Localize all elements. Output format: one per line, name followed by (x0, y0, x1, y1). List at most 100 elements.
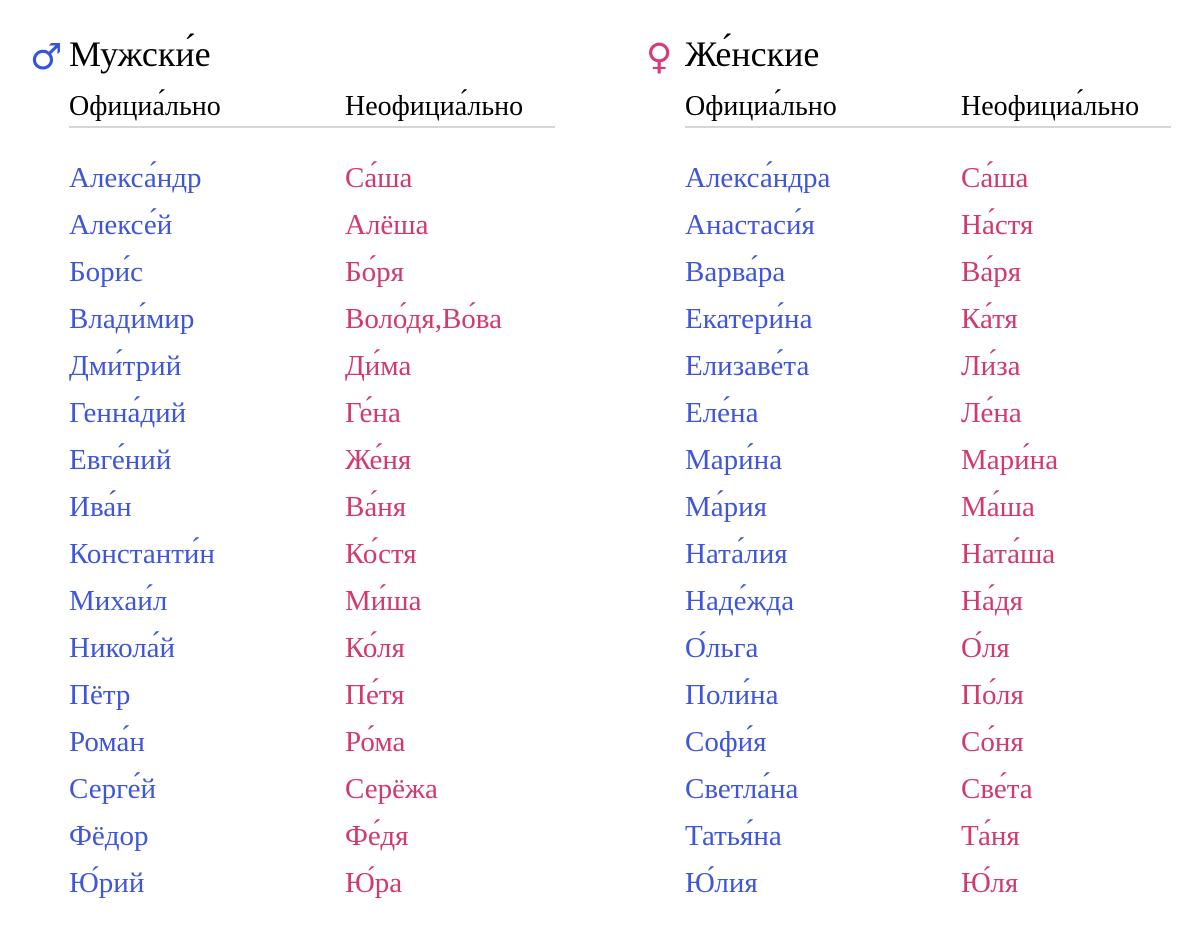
informal-name: Воло́дя,Во́ва (345, 303, 502, 335)
official-name: О́льга (685, 632, 759, 664)
female-heading: ♀ Же́нские (646, 22, 1190, 76)
name-row: Татья́на Та́ня (685, 813, 1190, 860)
name-row: Анастаси́я На́стя (685, 202, 1190, 249)
official-name: Рома́н (69, 726, 145, 758)
column-header-informal: Неофициа́льно (961, 91, 1140, 122)
name-row: Екатери́на Ка́тя (685, 296, 1190, 343)
official-name: Софи́я (685, 726, 767, 758)
official-name: Елизаве́та (685, 350, 810, 382)
informal-name: О́ля (961, 632, 1010, 664)
informal-name: Ро́ма (345, 726, 406, 758)
informal-name: Ю́ля (961, 867, 1019, 899)
official-name: Никола́й (69, 632, 176, 664)
informal-name: Са́ша (345, 162, 413, 194)
informal-name: Серёжа (345, 773, 438, 805)
informal-name: Мари́на (961, 444, 1059, 476)
official-name: Влади́мир (69, 303, 195, 335)
female-symbol-icon: ♀ (646, 37, 673, 78)
name-row: Елизаве́та Ли́за (685, 343, 1190, 390)
name-row: Ната́лия Ната́ша (685, 531, 1190, 578)
official-name: Константи́н (69, 538, 215, 570)
official-name: Михаи́л (69, 585, 168, 617)
informal-name: Ди́ма (345, 350, 412, 382)
informal-name: На́дя (961, 585, 1023, 617)
informal-name: Ю́ра (345, 867, 403, 899)
official-name: Варва́ра (685, 256, 786, 288)
official-name: Дми́трий (69, 350, 182, 382)
informal-name: Ка́тя (961, 303, 1018, 335)
informal-name: Са́ша (961, 162, 1029, 194)
informal-name: Ва́ня (345, 491, 407, 523)
official-name: Татья́на (685, 820, 782, 852)
official-name: Пётр (69, 679, 131, 711)
name-row: Ю́рий Ю́ра (69, 860, 590, 907)
official-name: Алексе́й (69, 209, 173, 241)
male-column-headers: Официа́льно Неофициа́льно (69, 90, 555, 128)
official-name: Бори́с (69, 256, 144, 288)
informal-name: Ко́ля (345, 632, 405, 664)
official-name: Еле́на (685, 397, 759, 429)
female-names-list: Алекса́ндра Са́ша Анастаси́я На́стя Варва́ра… (685, 155, 1190, 907)
official-name: Серге́й (69, 773, 156, 805)
name-row: Евге́ний Же́ня (69, 437, 590, 484)
male-names-list: Алекса́ндр Са́ша Алексе́й Алёша Бори́с Бо́ря В… (69, 155, 590, 907)
official-name: Ю́лия (685, 867, 758, 899)
male-title: Мужски́е (69, 34, 211, 74)
informal-name: Же́ня (345, 444, 412, 476)
informal-name: Ната́ша (961, 538, 1056, 570)
name-row: Светла́на Све́та (685, 766, 1190, 813)
name-row: О́льга О́ля (685, 625, 1190, 672)
male-symbol-icon: ♂ (30, 37, 63, 78)
name-row: Варва́ра Ва́ря (685, 249, 1190, 296)
name-row: Влади́мир Воло́дя,Во́ва (69, 296, 590, 343)
official-name: Ма́рия (685, 491, 768, 523)
official-name: Екатери́на (685, 303, 813, 335)
name-row: Ма́рия Ма́ша (685, 484, 1190, 531)
informal-name: Ге́на (345, 397, 401, 429)
female-column-headers: Официа́льно Неофициа́льно (685, 90, 1171, 128)
name-row: Ю́лия Ю́ля (685, 860, 1190, 907)
informal-name: Ле́на (961, 397, 1022, 429)
official-name: Ната́лия (685, 538, 788, 570)
informal-name: Фе́дя (345, 820, 409, 852)
column-header-official: Официа́льно (69, 91, 221, 122)
name-row: Еле́на Ле́на (685, 390, 1190, 437)
official-name: Ива́н (69, 491, 132, 523)
informal-name: Ми́ша (345, 585, 422, 617)
name-row: Мари́на Мари́на (685, 437, 1190, 484)
informal-name: Све́та (961, 773, 1033, 805)
informal-name: Пе́тя (345, 679, 405, 711)
official-name: Алекса́ндра (685, 162, 831, 194)
name-row: Алексе́й Алёша (69, 202, 590, 249)
name-row: Алекса́ндр Са́ша (69, 155, 590, 202)
male-heading: ♂ Мужски́е (30, 22, 590, 76)
female-names-section: ♀ Же́нские Официа́льно Неофициа́льно Але… (646, 22, 1190, 907)
informal-name: Алёша (345, 209, 429, 241)
name-row: Михаи́л Ми́ша (69, 578, 590, 625)
column-header-informal: Неофициа́льно (345, 91, 524, 122)
official-name: Евге́ний (69, 444, 172, 476)
male-names-section: ♂ Мужски́е Официа́льно Неофициа́льно Але… (30, 22, 590, 907)
informal-name: Ко́стя (345, 538, 417, 570)
name-row: Бори́с Бо́ря (69, 249, 590, 296)
official-name: Светла́на (685, 773, 799, 805)
name-row: Пётр Пе́тя (69, 672, 590, 719)
name-row: Серге́й Серёжа (69, 766, 590, 813)
female-title: Же́нские (685, 34, 820, 74)
name-row: Наде́жда На́дя (685, 578, 1190, 625)
name-row: Никола́й Ко́ля (69, 625, 590, 672)
name-row: Генна́дий Ге́на (69, 390, 590, 437)
informal-name: На́стя (961, 209, 1034, 241)
official-name: Ю́рий (69, 867, 145, 899)
informal-name: Со́ня (961, 726, 1024, 758)
informal-name: Ма́ша (961, 491, 1035, 523)
informal-name: Ли́за (961, 350, 1021, 382)
informal-name: Бо́ря (345, 256, 404, 288)
official-name: Генна́дий (69, 397, 187, 429)
name-row: Дми́трий Ди́ма (69, 343, 590, 390)
official-name: Мари́на (685, 444, 783, 476)
official-name: Алекса́ндр (69, 162, 202, 194)
official-name: Фёдор (69, 820, 149, 852)
name-row: Поли́на По́ля (685, 672, 1190, 719)
informal-name: По́ля (961, 679, 1024, 711)
